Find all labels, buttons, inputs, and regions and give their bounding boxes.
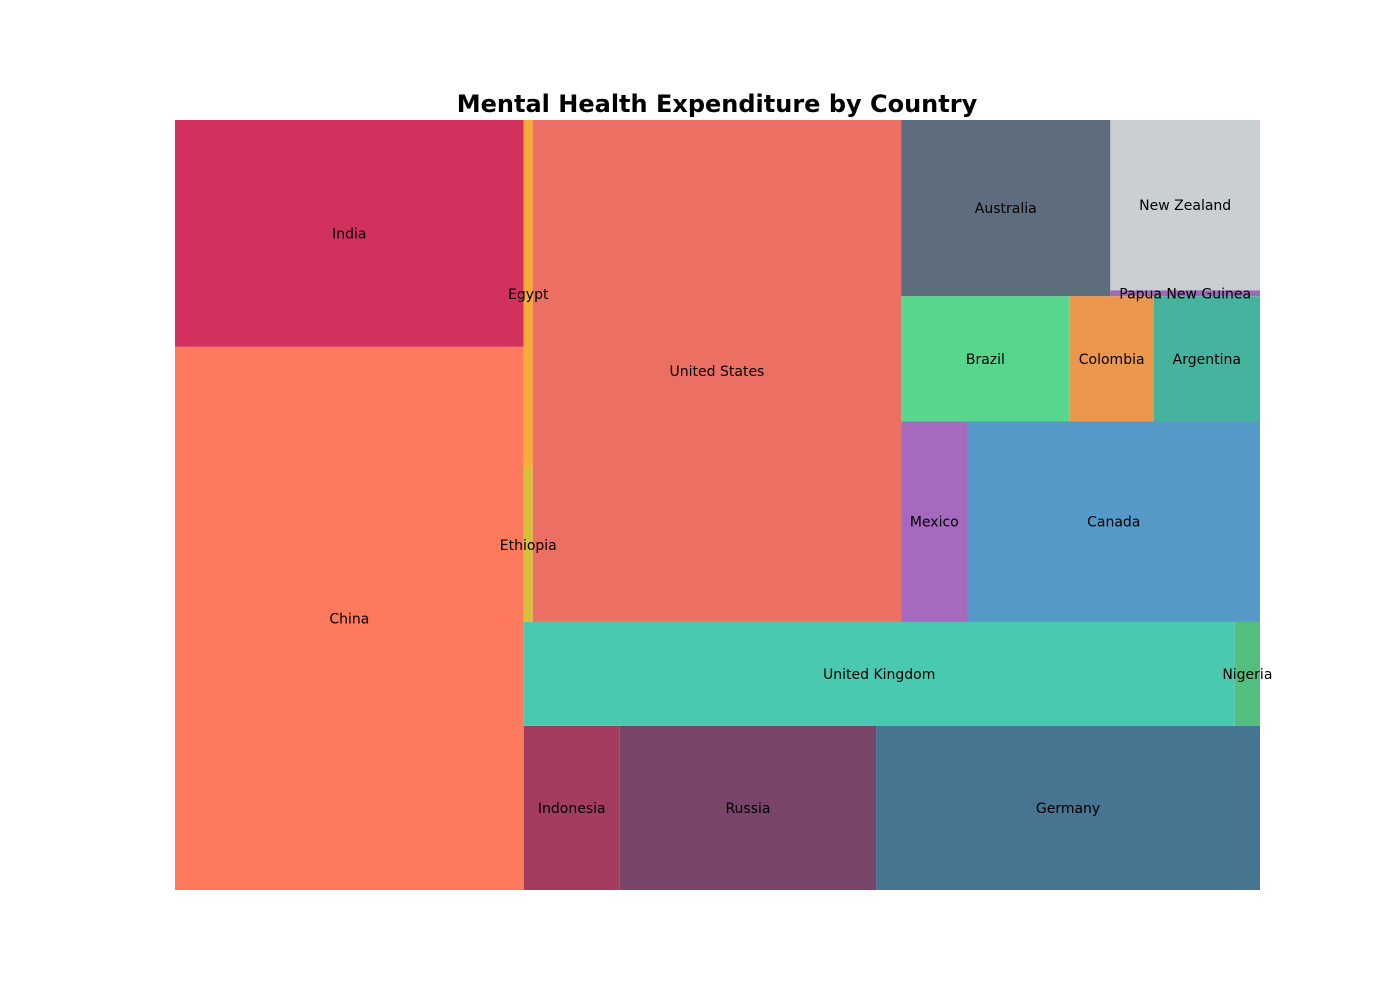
tile-label-germany: Germany	[1036, 801, 1100, 817]
treemap-tiles	[175, 120, 1260, 890]
tile-label-russia: Russia	[725, 801, 770, 817]
tile-label-new-zealand: New Zealand	[1139, 198, 1231, 214]
tile-label-india: India	[332, 226, 366, 242]
tile-label-ethiopia: Ethiopia	[500, 538, 557, 554]
tile-germany	[876, 725, 1260, 890]
tile-label-brazil: Brazil	[966, 352, 1005, 368]
tile-label-united-kingdom: United Kingdom	[823, 667, 935, 683]
tile-india	[175, 120, 524, 347]
tile-label-papua-new-guinea: Papua New Guinea	[1119, 286, 1251, 302]
tile-mexico	[901, 421, 968, 622]
tile-label-egypt: Egypt	[508, 287, 549, 303]
tile-egypt	[523, 120, 533, 468]
tile-brazil	[901, 296, 1070, 422]
tile-nigeria	[1234, 621, 1260, 726]
tile-australia	[901, 120, 1111, 297]
tile-united-states	[532, 120, 902, 622]
tile-china	[175, 346, 524, 890]
chart-title: Mental Health Expenditure by Country	[457, 90, 978, 118]
treemap-labels: India China Indonesia Russia Germany United K…	[329, 198, 1272, 817]
tile-label-colombia: Colombia	[1079, 352, 1145, 368]
tile-label-canada: Canada	[1087, 515, 1140, 531]
tile-label-argentina: Argentina	[1173, 352, 1241, 368]
tile-colombia	[1069, 296, 1154, 422]
tile-canada	[967, 421, 1260, 622]
tile-papua-new-guinea	[1110, 290, 1260, 297]
tile-label-mexico: Mexico	[910, 515, 959, 531]
tile-label-united-states: United States	[670, 364, 765, 380]
tile-label-indonesia: Indonesia	[538, 801, 606, 817]
tile-label-australia: Australia	[975, 201, 1037, 217]
tile-indonesia	[523, 725, 620, 890]
tile-label-china: China	[329, 611, 369, 627]
tile-united-kingdom	[523, 621, 1235, 726]
tile-new-zealand	[1110, 120, 1260, 291]
tile-ethiopia	[523, 467, 533, 622]
tile-argentina	[1153, 296, 1260, 422]
tile-russia	[619, 725, 877, 890]
tile-label-nigeria: Nigeria	[1222, 667, 1272, 683]
